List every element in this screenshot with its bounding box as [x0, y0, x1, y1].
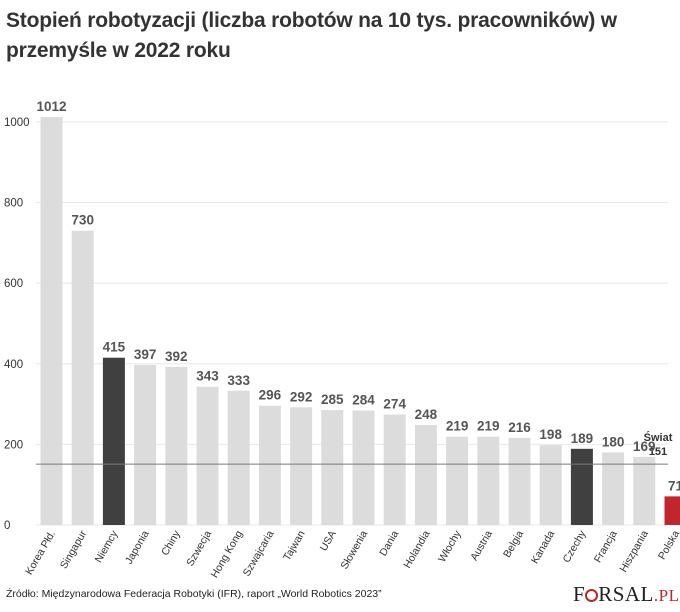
x-tick-label: Holandia: [401, 528, 432, 570]
value-label: 296: [259, 388, 282, 403]
bar: [102, 357, 125, 525]
bar: [134, 364, 157, 525]
bar: [227, 390, 250, 525]
value-label: 415: [103, 340, 126, 355]
x-tick-label: Niemcy: [93, 528, 121, 565]
x-tick-label: Tajwan: [281, 528, 308, 562]
bar: [352, 410, 375, 525]
x-tick-label: Szwajcaria: [241, 528, 277, 578]
x-tick-label: Chiny: [159, 528, 183, 558]
x-tick-label: USA: [318, 529, 339, 554]
bar: [602, 452, 625, 525]
bar: [477, 436, 500, 525]
x-tick-label: Korea Płd.: [23, 529, 58, 577]
x-tick-label: Polska: [656, 528, 680, 561]
bar: [196, 386, 219, 525]
value-label: 397: [134, 347, 157, 362]
x-tick-label: Japonia: [123, 528, 152, 566]
bar: [290, 407, 313, 525]
y-tick-label: 800: [4, 198, 23, 210]
reference-label: Świat: [644, 431, 673, 444]
x-tick-label: Szwecja: [184, 528, 214, 568]
value-label: 248: [415, 407, 438, 422]
value-label: 284: [352, 393, 375, 408]
value-label: 730: [71, 213, 94, 228]
bar: [633, 456, 656, 525]
logo-part-3: .PL: [653, 586, 680, 605]
x-tick-label: Singapur: [58, 528, 90, 571]
y-tick-label: 0: [4, 520, 10, 532]
chart-title: Stopień robotyzacji (liczba robotów na 1…: [6, 9, 617, 62]
source-note: Źródło: Międzynarodowa Federacja Robotyk…: [6, 588, 382, 600]
bar: [508, 437, 531, 525]
value-label: 71: [668, 478, 680, 493]
x-tick-label: Czechy: [561, 528, 589, 565]
value-label: 333: [227, 373, 250, 388]
value-label: 219: [477, 419, 500, 434]
y-tick-label: 600: [4, 278, 23, 290]
y-tick-label: 400: [4, 359, 23, 371]
x-tick-label: Francja: [592, 528, 620, 564]
bar: [539, 445, 562, 525]
bar: [258, 405, 281, 525]
logo-part-2: RSAL: [598, 582, 654, 606]
y-tick-label: 200: [4, 439, 23, 451]
value-label: 169: [633, 439, 656, 454]
bar: [383, 414, 406, 525]
value-label: 189: [571, 431, 594, 446]
reference-value: 151: [649, 446, 667, 458]
x-tick-label: Słowenia: [338, 528, 370, 571]
bar: [664, 496, 680, 525]
value-label: 1012: [36, 99, 66, 114]
bar: [414, 425, 437, 525]
x-tick-label: Kanada: [529, 528, 558, 565]
value-label: 285: [321, 392, 344, 407]
value-label: 392: [165, 349, 188, 364]
value-label: 216: [508, 420, 531, 435]
logo-part-1: F: [573, 582, 586, 606]
x-tick-label: Hiszpania: [617, 528, 651, 574]
x-tick-label: Dania: [377, 528, 401, 558]
value-label: 343: [196, 369, 219, 384]
value-label: 198: [539, 427, 562, 442]
logo-mark-icon: [585, 589, 599, 602]
x-tick-label: Austria: [468, 528, 495, 562]
value-label: 292: [290, 389, 313, 404]
bar: [446, 436, 469, 525]
value-label: 274: [383, 397, 406, 412]
y-tick-label: 1000: [4, 117, 30, 129]
forsal-logo: F RSAL.PL: [573, 582, 679, 607]
bar: [570, 448, 593, 525]
bar: [321, 410, 344, 525]
bar: [165, 366, 188, 525]
x-tick-label: Włochy: [436, 528, 464, 564]
bar: [71, 230, 94, 525]
x-tick-label: Belgia: [501, 528, 526, 559]
bar: [40, 117, 63, 525]
value-label: 219: [446, 419, 469, 434]
value-label: 180: [602, 434, 625, 449]
